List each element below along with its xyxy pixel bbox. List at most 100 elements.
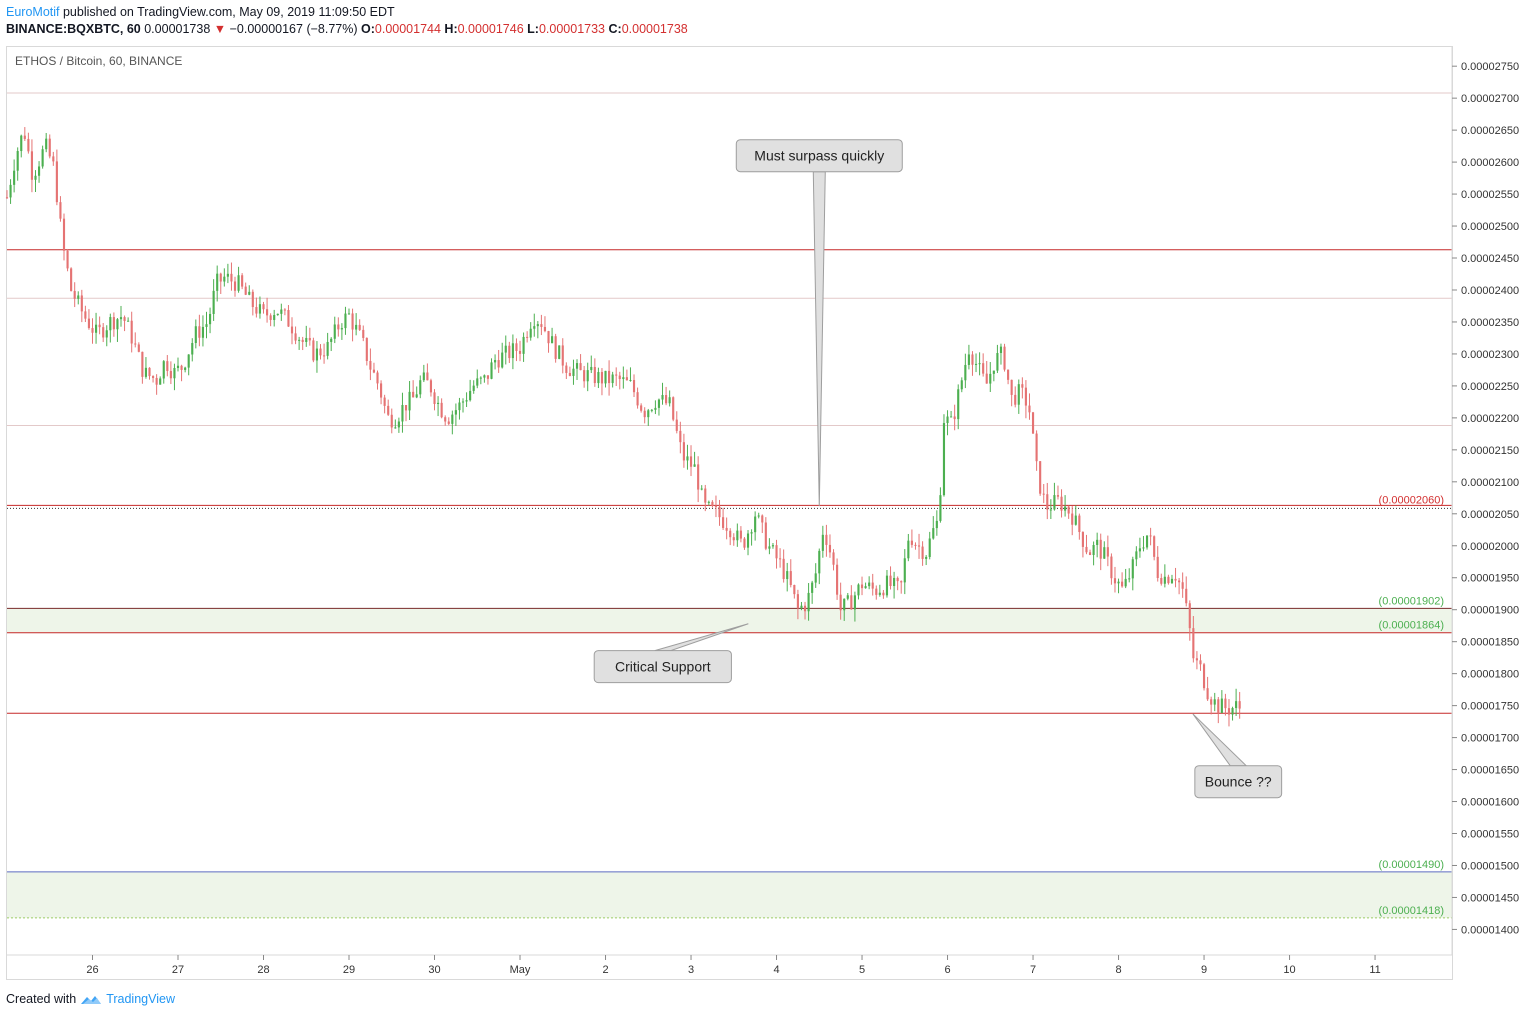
candle-body (30, 151, 34, 180)
candle-body (337, 324, 340, 330)
candle-body (394, 427, 397, 429)
candle-body (811, 582, 814, 593)
candle-body (543, 326, 547, 332)
candle-body (123, 317, 126, 321)
tradingview-logo-icon (81, 996, 102, 1004)
candle-body (722, 517, 725, 528)
candle-body (779, 558, 782, 560)
candle-body (882, 592, 885, 596)
candle-body (365, 337, 368, 361)
candle-body (800, 605, 803, 609)
candle-body (209, 313, 212, 325)
candle-body (376, 372, 379, 384)
candle-body (868, 582, 871, 587)
candle-body (1067, 506, 1070, 514)
candle-body (900, 581, 903, 583)
candle-body (1163, 576, 1166, 584)
candle-body (198, 326, 201, 338)
candle-body (871, 582, 874, 589)
candle-body (754, 516, 757, 533)
candle-body (568, 372, 571, 376)
candle-body (504, 345, 507, 353)
tradingview-brand-link[interactable]: TradingView (106, 992, 175, 1006)
candle-body (1210, 699, 1213, 705)
candle-body (689, 456, 693, 467)
candle-body (828, 544, 832, 553)
candle-body (66, 250, 69, 269)
candle-body (789, 571, 792, 585)
candle-body (1199, 660, 1202, 665)
last-price: 0.00001738 (144, 22, 211, 36)
close-value: 0.00001738 (621, 22, 688, 36)
candle-body (1138, 548, 1141, 552)
annotations-layer: Must surpass quickly Critical Support Boun… (593, 139, 1283, 799)
candle-body (657, 399, 661, 408)
candle-body (180, 365, 183, 370)
candle-body (736, 530, 739, 541)
candle-body (672, 397, 675, 420)
candle-body (597, 372, 600, 384)
zone-bottom-label-0: (0.00001864) (1379, 620, 1444, 632)
candle-body (255, 307, 258, 314)
candle-body (796, 594, 799, 609)
candle-body (572, 368, 575, 376)
candle-body (714, 505, 718, 507)
candle-body (825, 534, 828, 545)
candle-body (454, 410, 457, 415)
candle-body (87, 318, 91, 329)
candle-body (1092, 544, 1095, 556)
price-chart[interactable]: (0.00001902) (0.00001864) (0.00001490) (0.0… (0, 0, 1532, 990)
candle-body (451, 414, 454, 424)
candle-body (846, 595, 849, 599)
candle-body (1192, 628, 1195, 659)
candle-body (216, 273, 219, 291)
candle-body (1135, 551, 1138, 560)
candle-body (308, 337, 311, 341)
high-value: 0.00001746 (457, 22, 524, 36)
y-tick-label: 0.00001550 (1461, 829, 1519, 841)
candle-body (540, 324, 543, 327)
candle-body (942, 423, 946, 496)
level-label-4: (0.00002060) (1379, 494, 1444, 506)
candle-body (251, 291, 254, 308)
candle-body (219, 273, 222, 282)
candle-body (697, 464, 700, 490)
y-tick-label: 0.00002100 (1461, 477, 1519, 489)
symbol-label: BINANCE:BQXBTC, 60 (6, 22, 141, 36)
candle-body (732, 537, 735, 541)
candle-body (996, 353, 999, 371)
y-tick-label: 0.00001900 (1461, 605, 1519, 617)
candle-body (618, 375, 621, 380)
candle-body (440, 402, 443, 418)
y-tick-label: 0.00002400 (1461, 285, 1519, 297)
axes-layer: 0.00002750 0.00002700 0.00002650 0.00002600… (7, 47, 1519, 976)
candle-body (1224, 698, 1227, 709)
x-tick-label: 3 (688, 964, 694, 976)
candle-body (1142, 547, 1145, 549)
candle-body (73, 290, 76, 299)
candle-body (419, 380, 422, 395)
candle-body (700, 488, 703, 490)
candle-body (843, 598, 846, 611)
candle-body (1053, 495, 1056, 510)
candle-body (1014, 394, 1017, 405)
candle-body (864, 586, 867, 589)
candle-body (347, 313, 351, 315)
callout-box-0 (735, 139, 903, 173)
candle-body (604, 370, 607, 384)
y-tick-label: 0.00002250 (1461, 381, 1519, 393)
zone-top-label-1: (0.00001490) (1379, 859, 1444, 871)
candle-body (600, 372, 604, 384)
candle-body (1188, 603, 1191, 629)
candle-body (974, 363, 978, 365)
candle-body (1160, 578, 1163, 584)
y-tick-label: 0.00001450 (1461, 892, 1519, 904)
candle-body (315, 348, 319, 361)
candle-body (750, 532, 753, 534)
down-arrow-icon: ▼ (213, 22, 227, 36)
candle-body (1039, 461, 1042, 494)
candle-body (803, 605, 807, 612)
candle-body (636, 392, 639, 406)
candle-body (960, 380, 963, 390)
author-link[interactable]: EuroMotif (6, 5, 60, 19)
